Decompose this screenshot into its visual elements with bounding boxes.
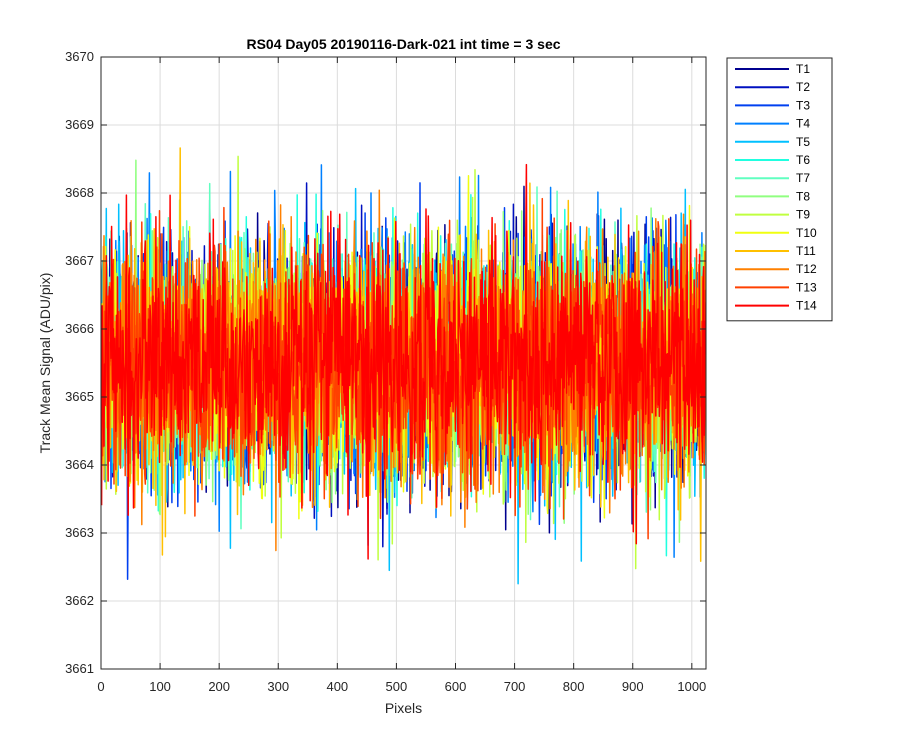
legend-label-t14: T14 [796,299,817,313]
legend-box [726,57,833,322]
legend-label-t8: T8 [796,189,810,203]
y-tick-label: 3667 [65,253,94,268]
series-lines [101,147,706,585]
legend-label-t12: T12 [796,262,817,276]
legend-label-t3: T3 [796,98,810,112]
x-tick-label: 400 [326,679,348,694]
y-tick-label: 3664 [65,457,94,472]
x-axis-label: Pixels [385,700,422,716]
legend-label-t6: T6 [796,153,810,167]
y-tick-label: 3663 [65,525,94,540]
y-tick-label: 3668 [65,185,94,200]
y-tick-label: 3670 [65,49,94,64]
y-tick-label: 3666 [65,321,94,336]
legend-label-t13: T13 [796,280,817,294]
legend-label-t2: T2 [796,80,810,94]
y-axis-label: Track Mean Signal (ADU/pix) [37,273,53,454]
legend-label-t10: T10 [796,226,817,240]
legend-label-t11: T11 [796,244,816,258]
x-tick-label: 300 [267,679,289,694]
x-tick-label: 600 [445,679,467,694]
legend-label-t5: T5 [796,135,810,149]
x-tick-label: 700 [504,679,526,694]
axis-ticks: 0 100 200 300 400 500 600 700 800 900 1000 3661 3662… [65,49,706,694]
x-tick-label: 900 [622,679,644,694]
legend-label-t7: T7 [796,171,810,185]
x-tick-label: 200 [208,679,230,694]
x-tick-label: 800 [563,679,585,694]
y-tick-label: 3661 [65,661,94,676]
chart-title: RS04 Day05 20190116-Dark-021 int time = … [246,36,560,52]
legend: T1 T2 T3 T4 T5 T6 T7 T8 T9 T10 T11 T12 T13 T14 [726,57,833,322]
x-tick-label: 500 [386,679,408,694]
x-tick-label: 1000 [677,679,706,694]
legend-label-t4: T4 [796,117,810,131]
y-tick-label: 3662 [65,593,94,608]
y-tick-label: 3665 [65,389,94,404]
x-tick-label: 0 [97,679,104,694]
legend-label-t9: T9 [796,208,810,222]
y-tick-label: 3669 [65,117,94,132]
legend-label-t1: T1 [796,62,810,76]
series-line-t14 [101,163,706,560]
axes-box [100,56,707,670]
x-tick-label: 100 [149,679,171,694]
